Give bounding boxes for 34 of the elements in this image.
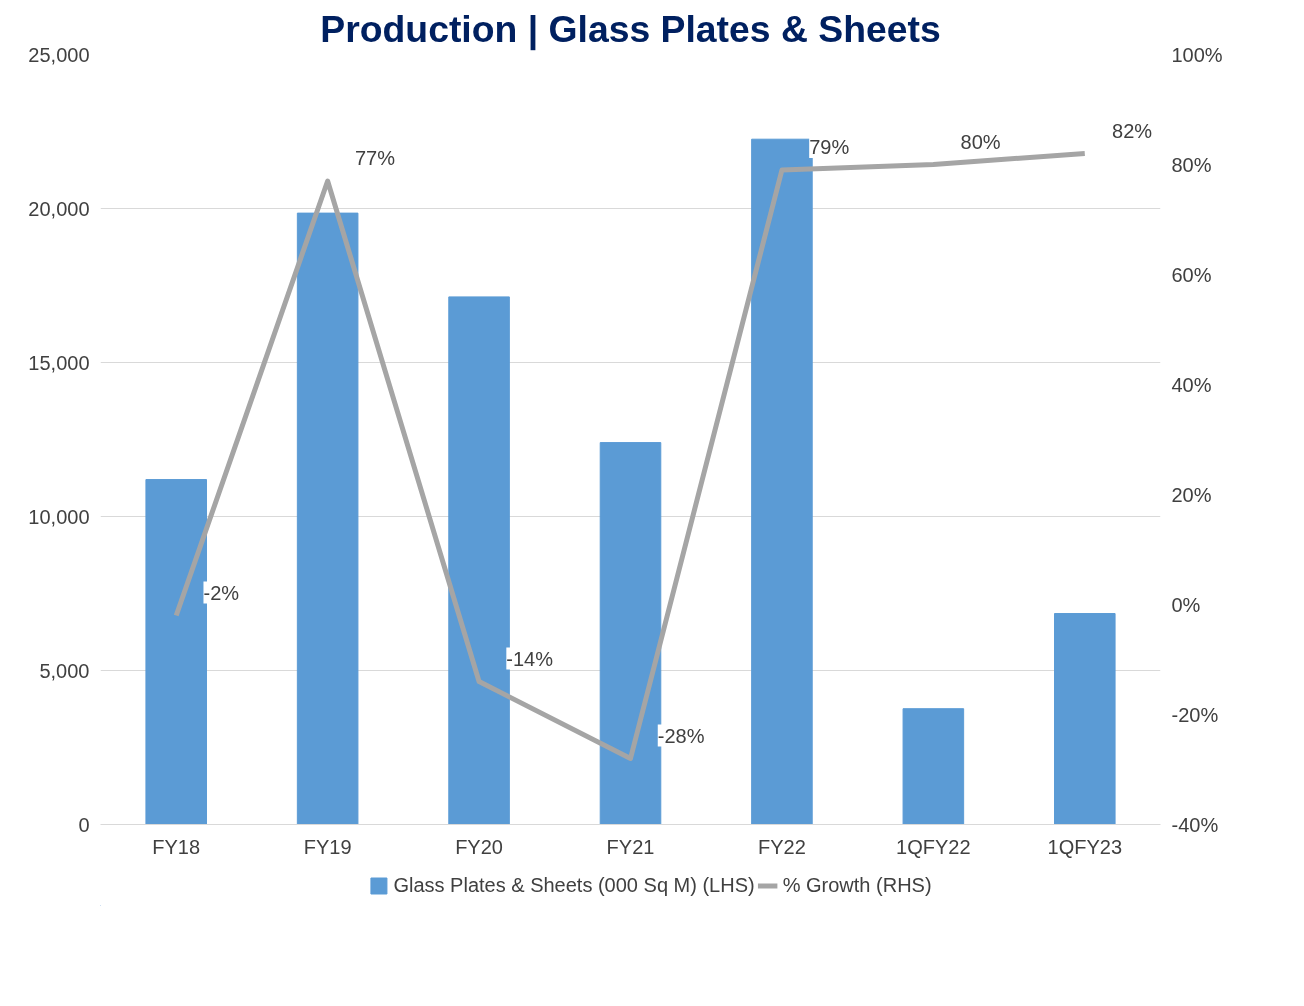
y2-tick-label: 100% <box>1171 43 1223 66</box>
y2-tick-label: 20% <box>1171 483 1212 506</box>
legend-label: Glass Plates & Sheets (000 Sq M) (LHS) <box>393 873 755 897</box>
x-tick-label: FY18 <box>152 835 201 858</box>
data-label: 77% <box>354 147 396 169</box>
data-label: 79% <box>809 136 850 158</box>
data-label: 80% <box>960 130 1001 153</box>
x-tick-label: FY19 <box>303 835 352 858</box>
y-tick-label: 10,000 <box>28 505 90 528</box>
y-tick-label: 15,000 <box>28 351 90 374</box>
y2-tick-label: 0% <box>1171 593 1201 616</box>
y-tick-label: 5,000 <box>39 659 90 682</box>
x-tick-label: FY22 <box>758 835 806 858</box>
bar <box>296 212 359 825</box>
x-tick-label: FY21 <box>606 835 655 858</box>
y2-tick-label: 80% <box>1171 153 1212 176</box>
y2-tick-label: -40% <box>1171 813 1219 836</box>
data-label: 82% <box>1112 119 1153 142</box>
data-label: -14% <box>506 647 554 670</box>
y2-tick-label: 60% <box>1171 263 1212 286</box>
y-tick-label: 25,000 <box>28 43 90 66</box>
x-tick-label: 1QFY22 <box>896 835 971 858</box>
x-tick-label: FY20 <box>455 835 503 858</box>
y2-tick-label: -20% <box>1171 703 1219 726</box>
data-label: -2% <box>203 581 240 604</box>
y-tick-label: 20,000 <box>28 197 90 220</box>
bar <box>902 708 965 825</box>
legend-label: % Growth (RHS) <box>782 873 932 897</box>
data-label: -28% <box>657 724 705 747</box>
x-tick-label: 1QFY23 <box>1047 835 1123 858</box>
chart-title: Production | Glass Plates & Sheets <box>320 7 941 51</box>
y2-tick-label: 40% <box>1171 373 1212 396</box>
y-tick-label: 0 <box>78 813 90 836</box>
bar <box>1054 613 1116 825</box>
